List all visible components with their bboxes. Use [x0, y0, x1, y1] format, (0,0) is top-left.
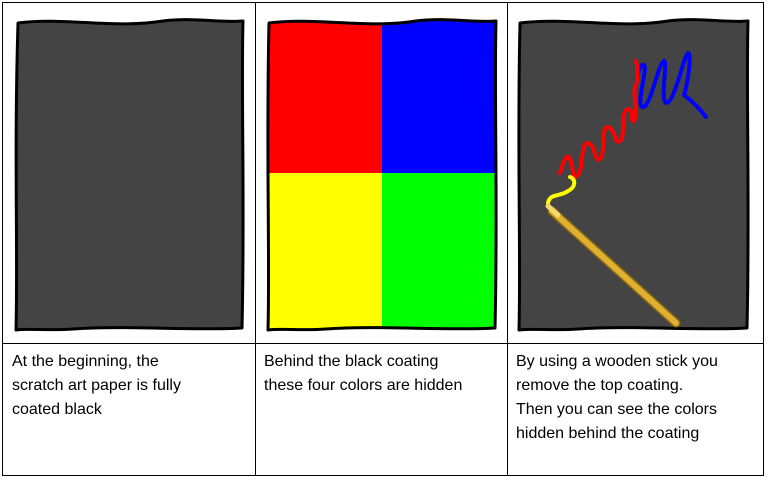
panel-divider — [255, 2, 256, 476]
paper-outline — [266, 18, 498, 332]
panel-four-colors — [256, 3, 507, 343]
red-quadrant — [267, 19, 382, 173]
red-scratch-line — [558, 59, 640, 179]
caption-hidden-colors: Behind the black coating these four colo… — [264, 353, 463, 394]
wooden-stick — [545, 203, 681, 328]
black-coated-paper — [14, 18, 245, 332]
panel-divider — [507, 2, 508, 476]
caption-divider — [2, 343, 764, 344]
green-quadrant — [382, 173, 497, 331]
black-coated-paper — [517, 18, 750, 332]
blue-quadrant — [382, 19, 497, 173]
storyboard-frame — [2, 2, 764, 476]
caption-wooden-stick: By using a wooden stick you remove the t… — [516, 353, 718, 442]
caption-beginning: At the beginning, the scratch art paper … — [12, 353, 181, 418]
blue-scratch-line — [633, 51, 708, 119]
yellow-quadrant — [267, 173, 382, 331]
panel-scratching — [508, 3, 764, 343]
yellow-scratch-line — [546, 175, 577, 205]
panel-black-paper — [3, 3, 255, 343]
